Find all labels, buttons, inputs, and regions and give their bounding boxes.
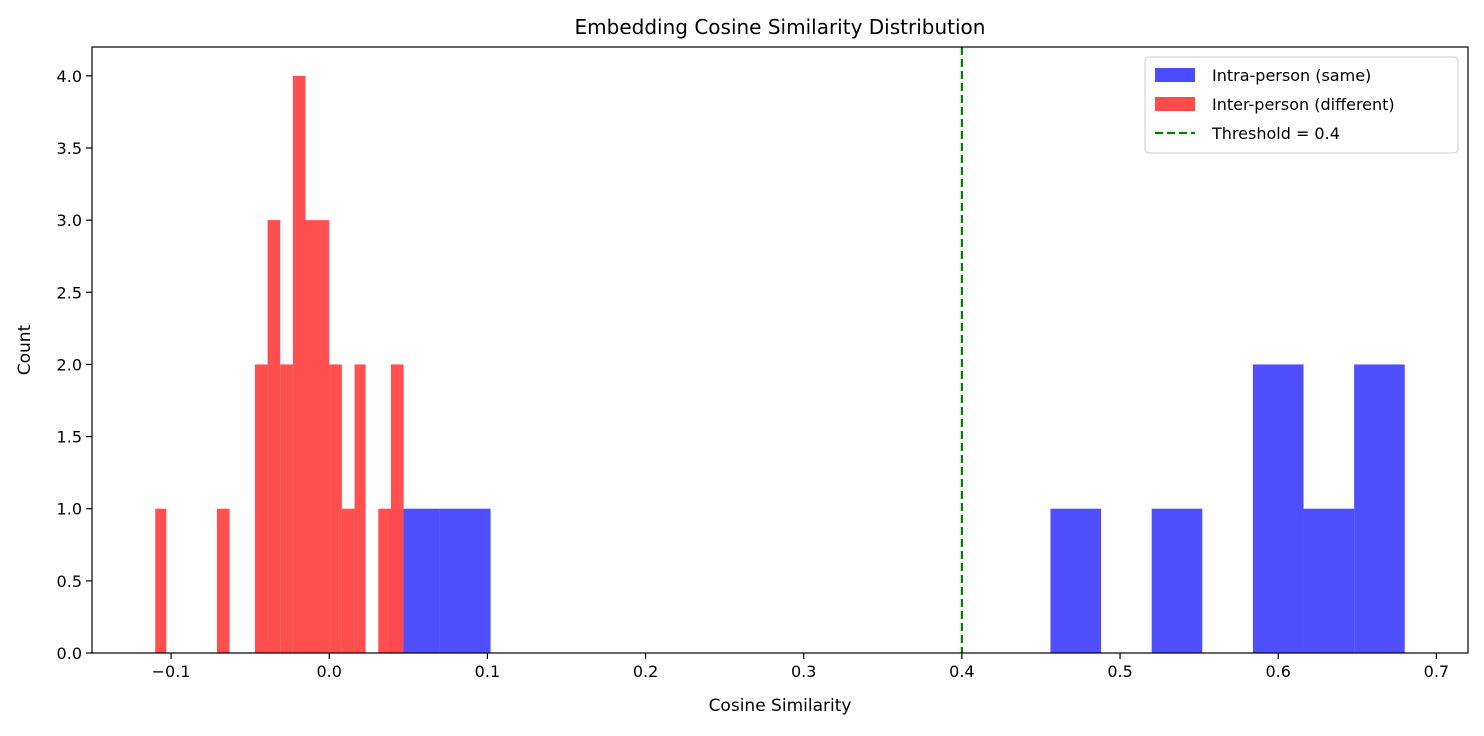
- histogram-bar-inter-10: [378, 508, 391, 653]
- legend: Intra-person (same) Inter-person (differe…: [1144, 56, 1459, 154]
- histogram-bar-intra-3: [1151, 508, 1203, 653]
- histogram-bar-inter-1: [216, 508, 230, 653]
- x-axis-label: Cosine Similarity: [709, 696, 852, 716]
- y-axis-ticks: 0.0 0.5 1.0 1.5 2.0 2.5 3.0 3.5 4.0: [57, 67, 92, 663]
- x-tick-label-8: 0.7: [1424, 662, 1449, 681]
- legend-entry-intra-swatch: [1155, 68, 1195, 82]
- y-tick-label-3: 1.5: [57, 428, 82, 447]
- x-tick-label-1: 0.0: [317, 662, 342, 681]
- x-tick-label-7: 0.6: [1265, 662, 1290, 681]
- x-tick-label-5: 0.4: [949, 662, 974, 681]
- y-tick-label-1: 0.5: [57, 572, 82, 591]
- histogram-bar-intra-6: [1354, 364, 1405, 653]
- y-tick-label-5: 2.5: [57, 283, 82, 302]
- histogram-bar-inter-8: [341, 508, 355, 653]
- histogram-bar-inter-9: [354, 364, 366, 653]
- y-tick-label-4: 2.0: [57, 355, 82, 374]
- legend-entry-inter-label: Inter-person (different): [1212, 95, 1395, 114]
- x-tick-label-4: 0.3: [791, 662, 816, 681]
- y-tick-label-8: 4.0: [57, 67, 82, 86]
- histogram-bar-inter-0: [155, 508, 167, 653]
- histogram-bar-intra-2: [1050, 508, 1102, 653]
- histogram-bar-inter-6: [305, 220, 330, 653]
- y-axis-label: Count: [15, 324, 35, 375]
- histogram-bar-intra-1: [439, 508, 491, 653]
- histogram-bar-intra-5: [1303, 508, 1355, 653]
- histogram-bar-inter-4: [280, 364, 293, 653]
- x-tick-label-0: −0.1: [152, 662, 191, 681]
- plot-frame: [91, 46, 1469, 654]
- histogram-bar-inter-7: [329, 364, 342, 653]
- legend-entry-inter-swatch: [1155, 97, 1195, 111]
- y-tick-label-7: 3.5: [57, 139, 82, 158]
- y-tick-label-0: 0.0: [57, 644, 82, 663]
- histogram-bar-inter-3: [267, 220, 281, 653]
- histogram-bar-inter-5: [292, 75, 306, 654]
- legend-entry-intra-label: Intra-person (same): [1212, 66, 1371, 85]
- x-tick-label-3: 0.2: [633, 662, 658, 681]
- legend-entry-threshold-label: Threshold = 0.4: [1211, 124, 1340, 143]
- x-axis-ticks: −0.1 0.0 0.1 0.2 0.3 0.4 0.5 0.6 0.7: [152, 653, 1449, 681]
- x-tick-label-6: 0.5: [1107, 662, 1132, 681]
- bars-layer: [155, 75, 1405, 654]
- histogram-bar-intra-4: [1252, 364, 1304, 653]
- legend-box: [1144, 56, 1459, 154]
- chart-title: Embedding Cosine Similarity Distribution: [575, 15, 986, 39]
- x-tick-label-2: 0.1: [475, 662, 500, 681]
- y-tick-label-6: 3.0: [57, 211, 82, 230]
- histogram-bar-inter-11: [390, 364, 404, 653]
- y-tick-label-2: 1.0: [57, 500, 82, 519]
- histogram-bar-inter-2: [254, 364, 268, 653]
